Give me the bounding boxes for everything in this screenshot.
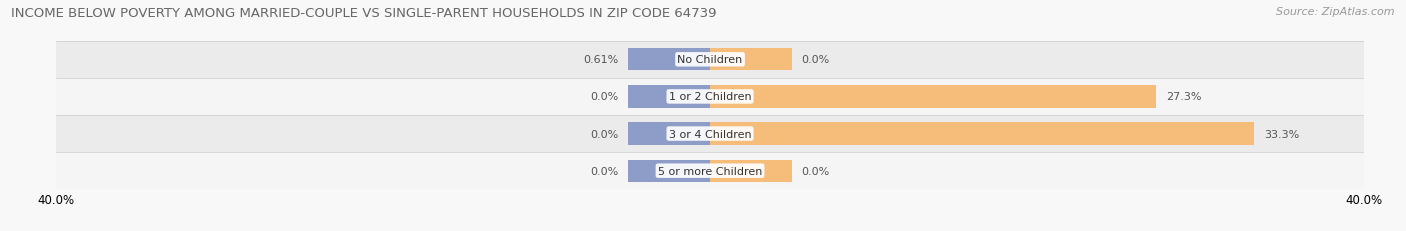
Text: 0.0%: 0.0% [591,92,619,102]
Text: INCOME BELOW POVERTY AMONG MARRIED-COUPLE VS SINGLE-PARENT HOUSEHOLDS IN ZIP COD: INCOME BELOW POVERTY AMONG MARRIED-COUPL… [11,7,717,20]
Text: 3 or 4 Children: 3 or 4 Children [669,129,751,139]
Bar [56,79,1364,116]
Text: 0.61%: 0.61% [583,55,619,65]
Text: 0.0%: 0.0% [591,166,619,176]
Bar [628,86,710,108]
Bar [628,123,710,145]
Bar [56,42,1364,79]
Text: 5 or more Children: 5 or more Children [658,166,762,176]
Text: 0.0%: 0.0% [801,55,830,65]
Bar [710,86,1156,108]
Bar [56,116,1364,152]
Text: 0.0%: 0.0% [801,166,830,176]
Text: 0.0%: 0.0% [591,129,619,139]
Bar [710,160,792,182]
Text: 33.3%: 33.3% [1264,129,1299,139]
Bar [628,49,710,71]
Text: No Children: No Children [678,55,742,65]
Text: 1 or 2 Children: 1 or 2 Children [669,92,751,102]
Bar [710,49,792,71]
Bar [56,152,1364,189]
Text: Source: ZipAtlas.com: Source: ZipAtlas.com [1277,7,1395,17]
Bar [628,160,710,182]
Bar [710,123,1254,145]
Text: 27.3%: 27.3% [1166,92,1202,102]
